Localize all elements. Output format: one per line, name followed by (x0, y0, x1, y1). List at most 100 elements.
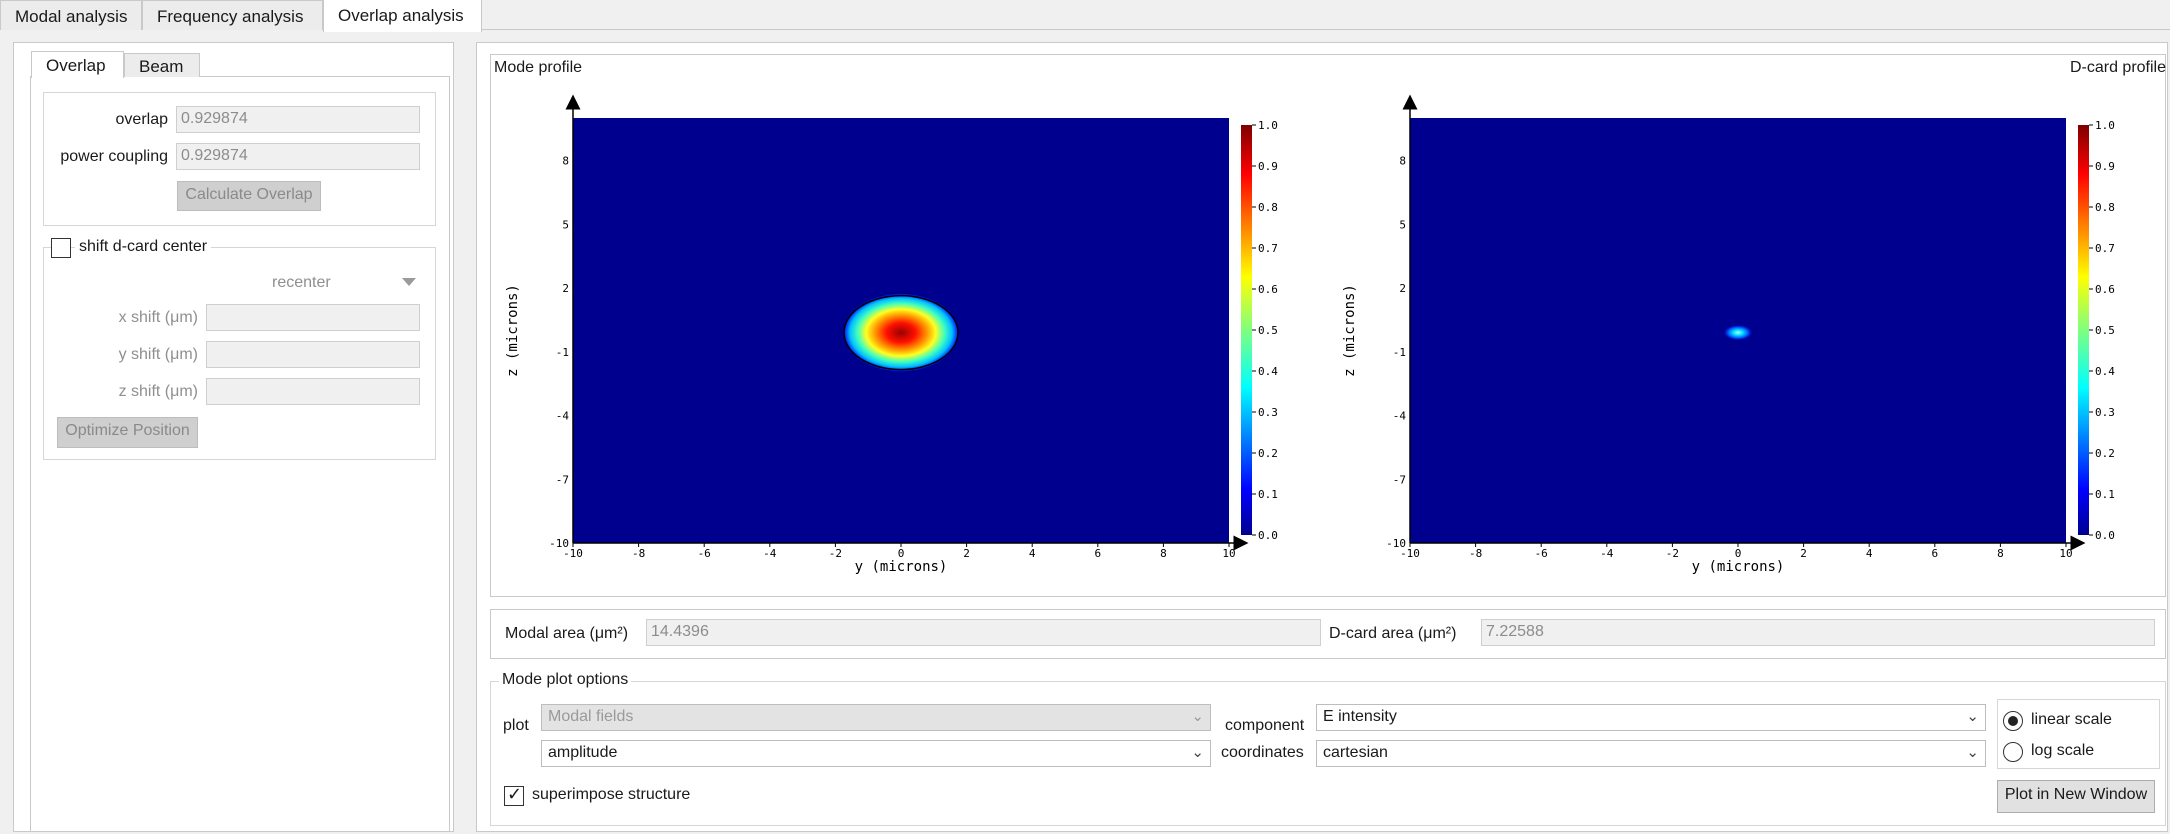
mode-colorbar-tick-label: 0.6 (1258, 283, 1278, 296)
y-shift-label: y shift (μm) (118, 346, 198, 363)
log-scale-radio[interactable] (2003, 742, 2023, 762)
mode-x-tick-label: 8 (1160, 547, 1167, 560)
mode-x-tick-label: -10 (563, 547, 583, 560)
component-chevron-down-icon: ⌄ (1966, 708, 1979, 725)
log-scale-label: log scale (2031, 742, 2095, 759)
mode-x-tick-label: 6 (1094, 547, 1101, 560)
dcard-x-tick-label: -4 (1600, 547, 1614, 560)
coordinates-label: coordinates (1221, 744, 1304, 761)
dcard-y-tick-label: -10 (1386, 537, 1406, 550)
x-shift-field[interactable] (206, 304, 420, 331)
tab-frequency-analysis[interactable]: Frequency analysis (142, 0, 323, 30)
subtab-overlap[interactable]: Overlap (31, 51, 124, 78)
dcard-y-tick-label: -4 (1393, 410, 1407, 423)
mode-y-tick-label: -10 (549, 537, 569, 550)
component-select[interactable]: E intensity ⌄ (1316, 704, 1986, 731)
mode-x-tick-label: -2 (829, 547, 842, 560)
mode-x-axis-label: y (microns) (855, 559, 948, 575)
shift-dcard-checkbox[interactable] (51, 238, 71, 258)
y-shift-field[interactable] (206, 341, 420, 368)
calculate-overlap-button[interactable]: Calculate Overlap (177, 181, 321, 211)
dcard-profile-title: D-card profile (2069, 59, 2166, 76)
shift-dcard-label: shift d-card center (75, 238, 212, 256)
mode-colorbar-tick-label: 0.1 (1258, 488, 1278, 501)
dcard-y-axis-label: z (microns) (1342, 284, 1358, 377)
coordinates-select[interactable]: cartesian ⌄ (1316, 740, 1986, 767)
recenter-select[interactable]: recenter (272, 274, 331, 291)
profile-plots: -10 -8 -6 -4 -2 0 2 4 6 8 10 8 5 2 -1 -4 -7 -10 y (microns… (505, 94, 2115, 575)
dcard-colorbar-tick-label: 0.0 (2095, 529, 2115, 542)
dcard-colorbar-tick-label: 0.9 (2095, 160, 2115, 173)
dcard-x-axis-label: y (microns) (1692, 559, 1785, 575)
mode-x-tick-label: 0 (898, 547, 905, 560)
mode-x-tick-label: 4 (1029, 547, 1036, 560)
component-label: component (1225, 717, 1305, 734)
dcard-y-tick-label: -7 (1393, 473, 1406, 486)
recenter-dropdown-icon[interactable] (402, 278, 416, 286)
dcard-colorbar-tick-label: 0.4 (2095, 365, 2115, 378)
dcard-x-tick-label: -6 (1535, 547, 1548, 560)
mode-y-tick-label: 2 (562, 282, 569, 295)
dcard-x-tick-label: 10 (2059, 547, 2072, 560)
z-shift-label: z shift (μm) (118, 383, 198, 400)
dcard-x-tick-label: -10 (1400, 547, 1420, 560)
mode-colorbar-tick-label: 0.2 (1258, 447, 1278, 460)
tab-modal-analysis[interactable]: Modal analysis (0, 0, 142, 30)
structure-outline (843, 294, 959, 371)
dcard-colorbar (2078, 125, 2089, 535)
linear-scale-radio[interactable] (2003, 711, 2023, 731)
linear-scale-label: linear scale (2031, 711, 2112, 728)
mode-x-tick-label: 2 (963, 547, 970, 560)
dcard-colorbar-tick-label: 0.1 (2095, 488, 2115, 501)
dcard-x-tick-label: -2 (1666, 547, 1679, 560)
z-shift-field[interactable] (206, 378, 420, 405)
plot-chevron-down-icon: ⌄ (1191, 708, 1204, 725)
mode-y-tick-label: -4 (556, 410, 570, 423)
dcard-colorbar-tick-label: 0.6 (2095, 283, 2115, 296)
dcard-colorbar-tick-label: 1.0 (2095, 119, 2115, 132)
plot-label: plot (503, 717, 529, 734)
mode-x-tick-label: 10 (1222, 547, 1235, 560)
coordinates-chevron-down-icon: ⌄ (1966, 744, 1979, 761)
optimize-position-button[interactable]: Optimize Position (57, 417, 198, 448)
plot-in-new-window-button[interactable]: Plot in New Window (1997, 780, 2155, 813)
plot-select-value: Modal fields (548, 708, 634, 725)
dcard-colorbar-tick-label: 0.3 (2095, 406, 2115, 419)
overlap-field: 0.929874 (176, 106, 420, 133)
dcard-colorbar-tick-label: 0.5 (2095, 324, 2115, 337)
mode-y-axis-label: z (microns) (505, 284, 521, 377)
scale-radio-group (1997, 699, 2160, 769)
coordinates-select-value: cartesian (1323, 744, 1388, 761)
mode-profile-plot: -10 -8 -6 -4 -2 0 2 4 6 8 10 8 5 2 -1 -4 -7 -10 y (microns… (505, 94, 1278, 575)
dcard-y-tick-label: 2 (1399, 282, 1406, 295)
mode-colorbar-tick-label: 0.3 (1258, 406, 1278, 419)
dcard-y-tick-label: -1 (1393, 346, 1406, 359)
checkmark-icon: ✓ (507, 784, 523, 804)
dcard-x-tick-label: -8 (1469, 547, 1482, 560)
modal-area-field: 14.4396 (646, 619, 1321, 646)
mode-colorbar-tick-label: 0.8 (1258, 201, 1278, 214)
overlap-label: overlap (115, 111, 168, 128)
mode-x-tick-label: -4 (763, 547, 777, 560)
dcard-x-tick-label: 8 (1997, 547, 2004, 560)
modal-area-label: Modal area (μm²) (505, 625, 629, 642)
mode-colorbar-tick-label: 0.7 (1258, 242, 1278, 255)
dcard-y-tick-label: 8 (1399, 155, 1406, 168)
dcard-area-field: 7.22588 (1481, 619, 2155, 646)
power-coupling-field: 0.929874 (176, 143, 420, 170)
mode-x-tick-label: -6 (698, 547, 711, 560)
dcard-y-tick-label: 5 (1399, 218, 1406, 231)
subtab-beam[interactable]: Beam (124, 53, 200, 77)
amplitude-select[interactable]: amplitude ⌄ (541, 740, 1211, 767)
dcard-colorbar-tick-label: 0.8 (2095, 201, 2115, 214)
mode-plot-options-title: Mode plot options (499, 671, 632, 689)
dcard-intensity-spot (1723, 324, 1753, 341)
mode-colorbar-tick-label: 0.0 (1258, 529, 1278, 542)
dcard-colorbar-tick-label: 0.2 (2095, 447, 2115, 460)
dcard-profile-plot: -10 -8 -6 -4 -2 0 2 4 6 8 10 8 5 2 -1 -4 -7 -10 y (microns… (1342, 94, 2115, 575)
dcard-x-tick-label: 0 (1735, 547, 1742, 560)
x-shift-label: x shift (μm) (118, 309, 198, 326)
tab-overlap-analysis[interactable]: Overlap analysis (323, 0, 482, 32)
plot-select[interactable]: Modal fields ⌄ (541, 704, 1211, 731)
superimpose-structure-checkbox[interactable]: ✓ (504, 784, 524, 806)
